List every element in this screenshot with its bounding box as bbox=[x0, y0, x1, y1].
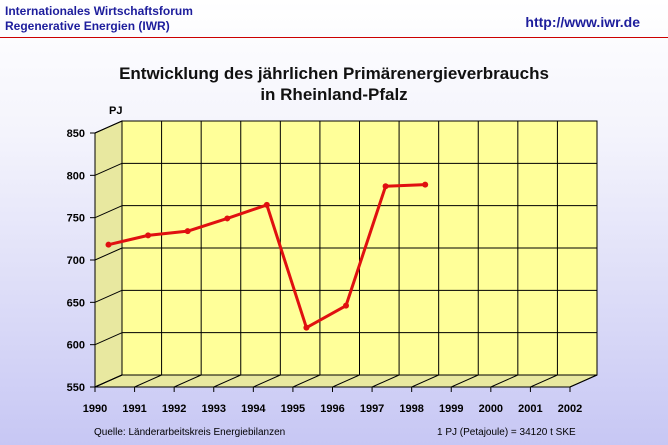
gridline-floor bbox=[213, 374, 241, 388]
data-point bbox=[145, 232, 152, 239]
x-tick-label: 2000 bbox=[479, 403, 503, 415]
data-point bbox=[105, 241, 112, 248]
gridline-floor bbox=[292, 374, 321, 388]
x-tick-label: 1995 bbox=[281, 403, 305, 415]
gridline-floor bbox=[530, 374, 558, 388]
gridline-floor bbox=[173, 374, 202, 388]
unit-conversion-note: 1 PJ (Petajoule) = 34120 t SKE bbox=[437, 427, 576, 438]
y-tick-label: 800 bbox=[67, 170, 85, 182]
y-tick-label: 600 bbox=[67, 340, 85, 352]
org-name-line2: Regenerative Energien (IWR) bbox=[5, 19, 170, 33]
site-url-link[interactable]: http://www.iwr.de bbox=[525, 14, 640, 30]
data-point bbox=[382, 183, 389, 190]
gridline-floor bbox=[332, 374, 360, 388]
gridline-floor bbox=[134, 374, 162, 388]
x-tick-label: 1998 bbox=[399, 403, 423, 415]
chart-title-line1: Entwicklung des jährlichen Primärenergie… bbox=[119, 64, 549, 83]
gridline-floor bbox=[94, 374, 123, 388]
source-note: Quelle: Länderarbeitskreis Energiebilanz… bbox=[94, 427, 286, 438]
data-point bbox=[184, 228, 191, 235]
gridline-floor bbox=[569, 374, 598, 388]
data-point bbox=[263, 201, 270, 208]
gridline-floor bbox=[490, 374, 519, 388]
x-tick-label: 1991 bbox=[122, 403, 146, 415]
x-tick-label: 1997 bbox=[360, 403, 384, 415]
gridline-side bbox=[94, 162, 123, 176]
gridline-floor bbox=[451, 374, 479, 388]
y-tick-label: 700 bbox=[67, 255, 85, 267]
y-axis-label: PJ bbox=[109, 105, 122, 117]
gridline-floor bbox=[253, 374, 281, 388]
org-name-line1: Internationales Wirtschaftsforum bbox=[5, 4, 193, 18]
gridline-side bbox=[94, 332, 123, 346]
gridline-side bbox=[94, 247, 123, 261]
x-tick-label: 1992 bbox=[162, 403, 186, 415]
gridline-side bbox=[94, 205, 123, 219]
y-tick-label: 550 bbox=[67, 382, 85, 394]
y-tick-label: 850 bbox=[67, 128, 85, 140]
gridline-floor bbox=[371, 374, 400, 388]
data-point bbox=[343, 302, 349, 309]
gridline-side bbox=[94, 289, 123, 303]
y-tick-label: 650 bbox=[67, 297, 85, 309]
x-tick-label: 1999 bbox=[439, 403, 463, 415]
x-tick-label: 1994 bbox=[241, 403, 266, 415]
data-point bbox=[422, 181, 429, 188]
x-tick-label: 1993 bbox=[202, 403, 226, 415]
x-tick-label: 2002 bbox=[558, 403, 582, 415]
gridline-floor bbox=[411, 374, 439, 388]
gridline-side bbox=[94, 120, 123, 134]
chart-title-line2: in Rheinland-Pfalz bbox=[260, 85, 408, 104]
data-point bbox=[303, 324, 310, 331]
x-tick-label: 1990 bbox=[83, 403, 107, 415]
data-point bbox=[224, 215, 231, 222]
y-tick-label: 750 bbox=[67, 213, 85, 225]
header-divider bbox=[0, 37, 668, 38]
gridlines bbox=[90, 120, 598, 392]
x-tick-label: 2001 bbox=[518, 403, 542, 415]
x-tick-label: 1996 bbox=[320, 403, 344, 415]
